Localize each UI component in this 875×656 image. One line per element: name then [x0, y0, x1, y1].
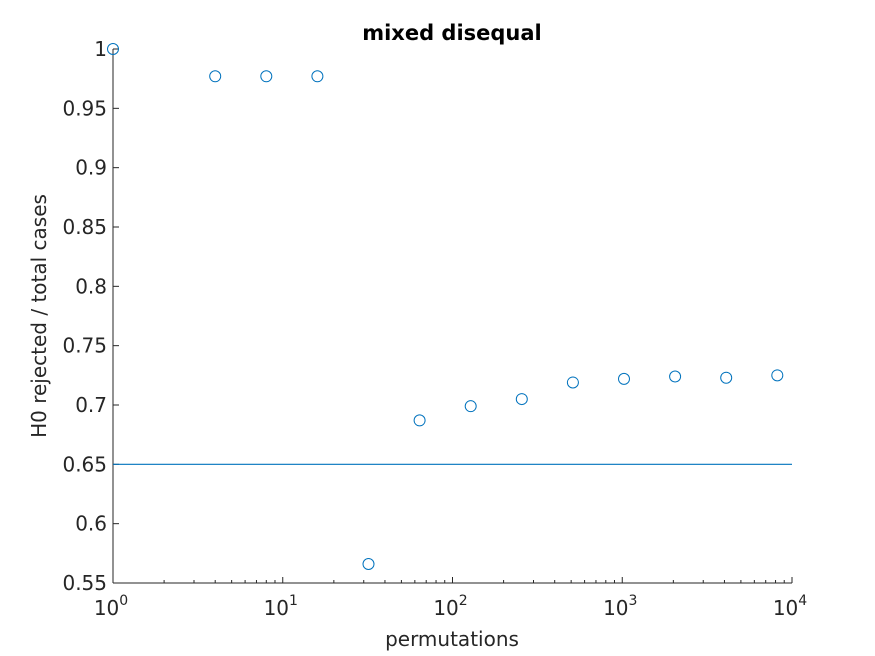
- x-tick-label-exponent: 3: [629, 593, 638, 609]
- x-tick-label-exponent: 0: [119, 593, 128, 609]
- data-point: [107, 43, 119, 55]
- y-tick-label: 0.6: [75, 512, 107, 536]
- data-point: [566, 376, 579, 389]
- x-tick-label-exponent: 2: [459, 593, 468, 609]
- data-point: [260, 70, 273, 83]
- x-tick-label: 104: [773, 593, 807, 620]
- x-tick-label-base: 10: [603, 596, 628, 620]
- data-point: [413, 414, 426, 427]
- y-tick-label: 0.8: [75, 274, 107, 298]
- x-tick-label-base: 10: [94, 596, 119, 620]
- x-tick-label: 100: [94, 593, 128, 620]
- data-point: [515, 393, 528, 406]
- data-point: [771, 369, 784, 382]
- x-tick-label-exponent: 4: [798, 593, 807, 609]
- x-tick-label: 101: [264, 593, 298, 620]
- data-point: [362, 558, 375, 571]
- y-tick-label: 0.7: [75, 393, 107, 417]
- y-tick-label: 0.95: [62, 96, 107, 120]
- x-tick-label: 102: [433, 593, 467, 620]
- y-axis-label: H0 rejected / total cases: [27, 194, 51, 438]
- x-tick-label-exponent: 1: [289, 593, 298, 609]
- y-tick-label: 0.65: [62, 452, 107, 476]
- x-tick-label: 103: [603, 593, 637, 620]
- data-point: [617, 372, 630, 385]
- data-point: [209, 70, 222, 83]
- data-point: [669, 370, 682, 383]
- y-tick-label: 1: [94, 37, 107, 61]
- x-tick-label-base: 10: [264, 596, 289, 620]
- x-tick-label-base: 10: [773, 596, 798, 620]
- data-points: [107, 43, 784, 571]
- chart-title: mixed disequal: [362, 21, 542, 45]
- x-axis-label: permutations: [385, 627, 519, 651]
- x-tick-label-base: 10: [433, 596, 458, 620]
- y-tick-label: 0.75: [62, 334, 107, 358]
- y-tick-label: 0.85: [62, 215, 107, 239]
- data-point: [311, 70, 324, 83]
- y-tick-label: 0.9: [75, 156, 107, 180]
- y-tick-label: 0.55: [62, 571, 107, 595]
- data-point: [464, 400, 477, 413]
- data-point: [720, 371, 733, 384]
